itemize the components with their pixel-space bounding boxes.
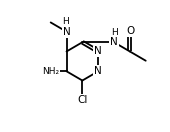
Text: N: N [94, 46, 102, 56]
Text: N: N [63, 27, 70, 37]
Text: H: H [63, 17, 69, 26]
Text: Cl: Cl [77, 95, 88, 105]
Text: NH₂: NH₂ [42, 67, 59, 76]
Text: H: H [111, 28, 118, 37]
Text: N: N [94, 66, 102, 76]
Text: O: O [126, 26, 134, 36]
Text: N: N [110, 37, 118, 47]
